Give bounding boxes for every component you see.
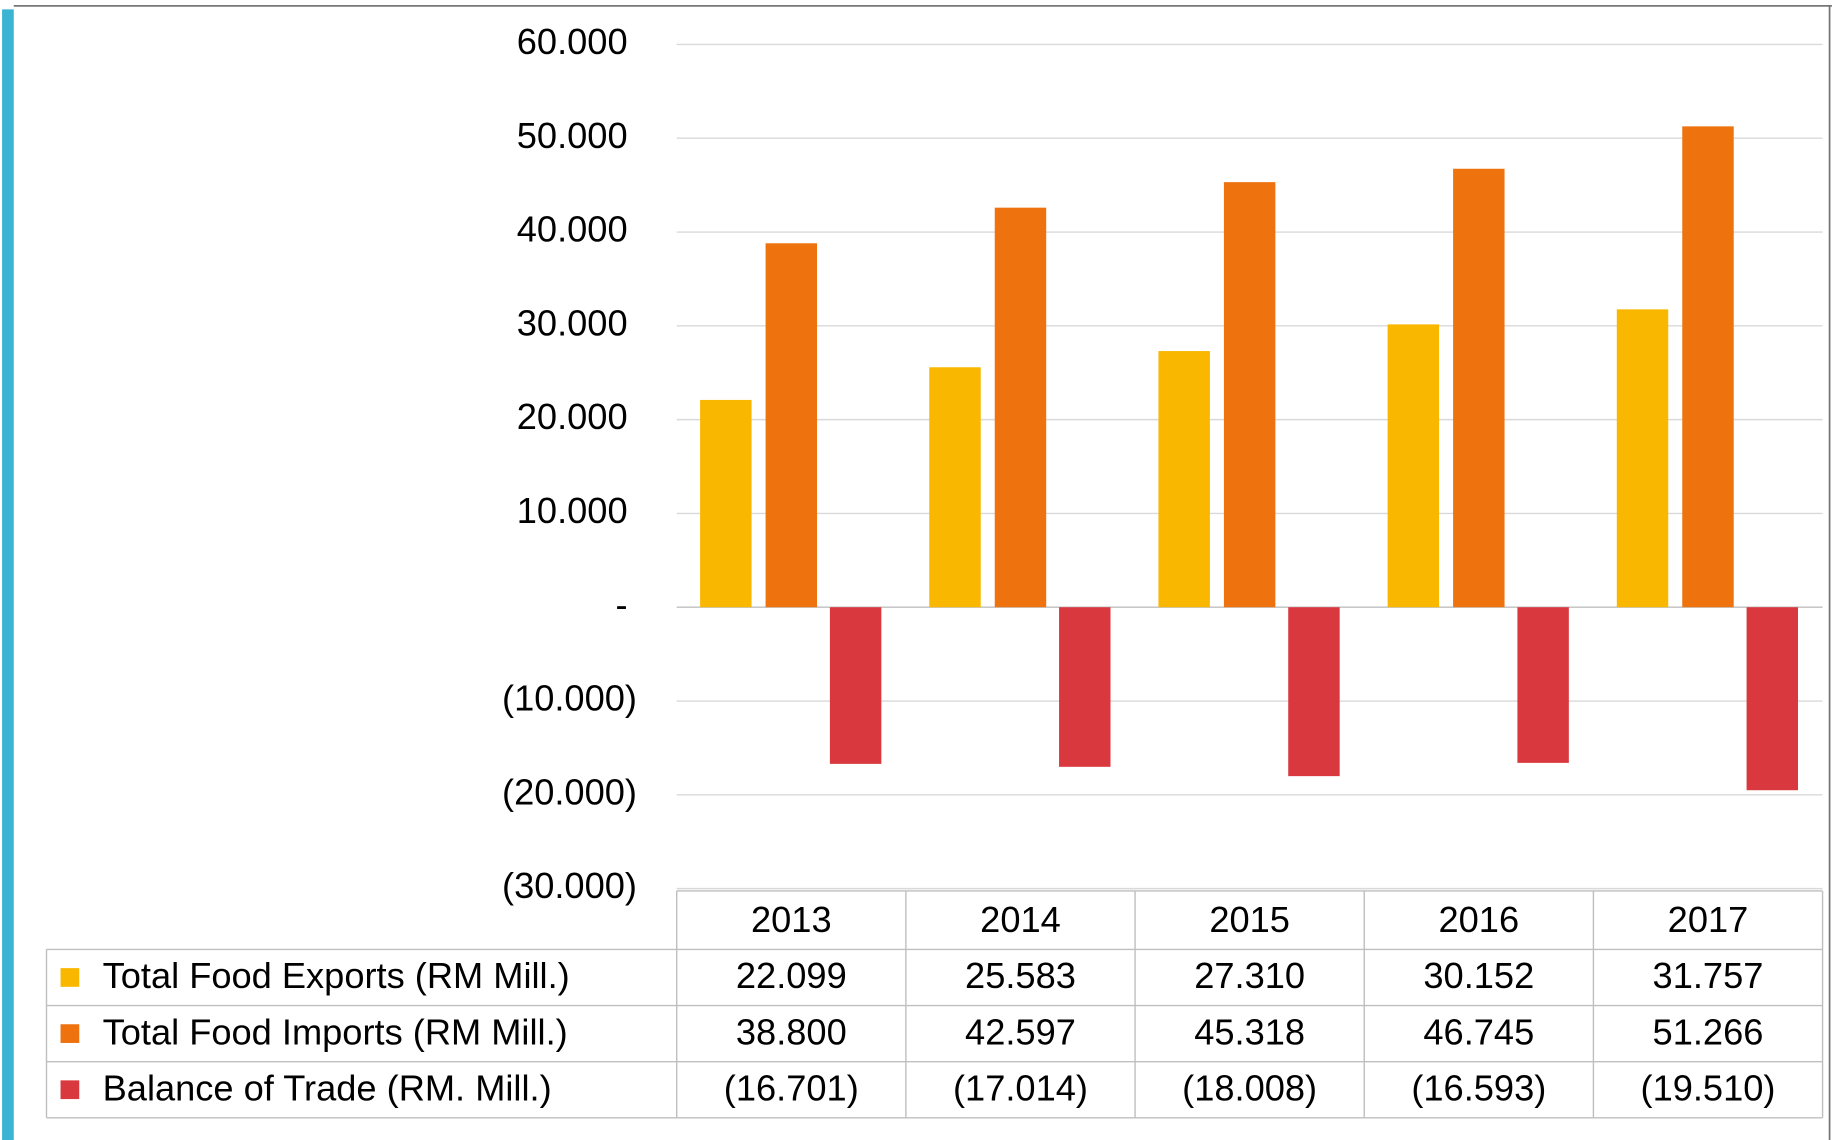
data-label: (19.510) [1641,1067,1776,1108]
legend-label: Total Food Exports (RM Mill.) [103,955,570,996]
y-tick-label: 10.000 [517,490,628,531]
data-label: (16.701) [724,1067,859,1108]
data-label: 51.266 [1653,1011,1764,1052]
bar [1517,607,1569,763]
bar [1453,168,1505,608]
data-label: 27.310 [1194,955,1305,996]
bar [929,367,981,608]
y-tick-label: 20.000 [517,396,628,437]
x-tick-label: 2013 [751,899,832,940]
legend-swatch [60,1080,80,1100]
data-label: 30.152 [1423,955,1534,996]
bar [994,207,1047,608]
y-tick-label: (10.000) [502,678,637,719]
data-label: 38.800 [736,1011,847,1052]
y-tick-label: 40.000 [517,209,628,250]
bar [700,399,752,608]
bar [1746,607,1799,791]
x-tick-label: 2016 [1439,899,1520,940]
data-label: 46.745 [1423,1011,1534,1052]
data-label: (16.593) [1411,1067,1546,1108]
data-label: 25.583 [965,955,1076,996]
data-label: (18.008) [1182,1067,1317,1108]
legend-label: Balance of Trade (RM. Mill.) [103,1067,552,1108]
data-label: (17.014) [953,1067,1088,1108]
x-tick-label: 2014 [980,899,1061,940]
data-label: 31.757 [1653,955,1764,996]
data-label: 42.597 [965,1011,1076,1052]
data-label: 22.099 [736,955,847,996]
y-tick-label: (30.000) [502,865,637,906]
legend-label: Total Food Imports (RM Mill.) [103,1011,568,1052]
bar [1223,182,1276,608]
bar [765,243,818,608]
bar [1059,607,1111,767]
x-tick-label: 2017 [1668,899,1749,940]
bar [829,607,882,764]
y-tick-label: 30.000 [517,302,628,343]
bar [1387,324,1440,608]
bar [1158,351,1210,608]
y-tick-label: (20.000) [502,771,637,812]
y-tick-label: 50.000 [517,115,628,156]
x-tick-label: 2015 [1209,899,1290,940]
data-label: 45.318 [1194,1011,1305,1052]
side-strip [2,9,14,1140]
bar [1288,607,1340,777]
bar [1682,126,1734,608]
y-tick-label: 60.000 [517,21,628,62]
legend-swatch [60,1024,80,1043]
legend-swatch [60,968,80,987]
bar [1616,309,1669,608]
y-tick-label: - [616,584,628,625]
